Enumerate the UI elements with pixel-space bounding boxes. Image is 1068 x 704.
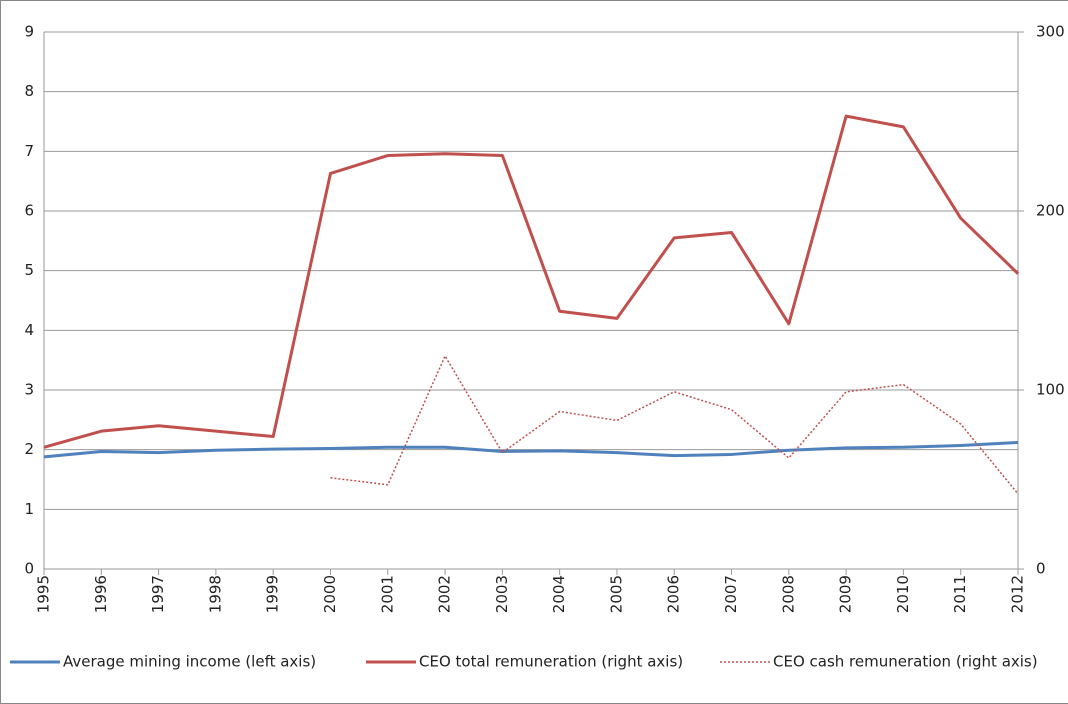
y-tick-label: 2	[24, 440, 34, 458]
y-tick-label: 3	[24, 381, 34, 399]
legend-label: CEO cash remuneration (right axis)	[773, 653, 1038, 671]
x-tick-label: 1999	[264, 575, 282, 613]
x-tick-label: 2009	[837, 575, 855, 613]
x-tick-label: 2003	[493, 575, 511, 613]
legend-label: Average mining income (left axis)	[63, 653, 316, 671]
series-line	[43, 114, 1020, 449]
x-tick-label: 1997	[149, 575, 167, 613]
y-tick-label: 5	[24, 261, 34, 279]
y-tick-label: 7	[24, 142, 34, 160]
x-tick-label: 2001	[378, 575, 396, 613]
y2-tick-label: 300	[1036, 23, 1065, 41]
y-tick-label: 6	[24, 202, 34, 220]
x-tick-label: 1995	[35, 575, 53, 613]
x-tick-label: 2000	[321, 575, 339, 613]
x-tick-label: 2002	[436, 575, 454, 613]
y2-tick-label: 0	[1036, 560, 1046, 578]
y-tick-label: 1	[24, 500, 34, 518]
x-tick-label: 2012	[1009, 575, 1027, 613]
x-tick-label: 2006	[665, 575, 683, 613]
y-tick-label: 4	[24, 321, 34, 339]
x-tick-label: 2011	[951, 575, 969, 613]
x-tick-label: 2008	[779, 575, 797, 613]
y-tick-label: 0	[24, 560, 34, 578]
series-line	[330, 355, 1019, 495]
y2-tick-label: 100	[1036, 381, 1065, 399]
series-line	[43, 441, 1019, 459]
legend-label: CEO total remuneration (right axis)	[419, 653, 683, 671]
x-tick-label: 2010	[894, 575, 912, 613]
y-tick-label: 9	[24, 23, 34, 41]
x-tick-label: 1998	[206, 575, 224, 613]
x-tick-label: 2007	[722, 575, 740, 613]
x-tick-label: 2005	[607, 575, 625, 613]
y-tick-label: 8	[24, 82, 34, 100]
x-tick-label: 1996	[92, 575, 110, 613]
y2-tick-label: 200	[1036, 202, 1065, 220]
x-tick-label: 2004	[550, 575, 568, 613]
